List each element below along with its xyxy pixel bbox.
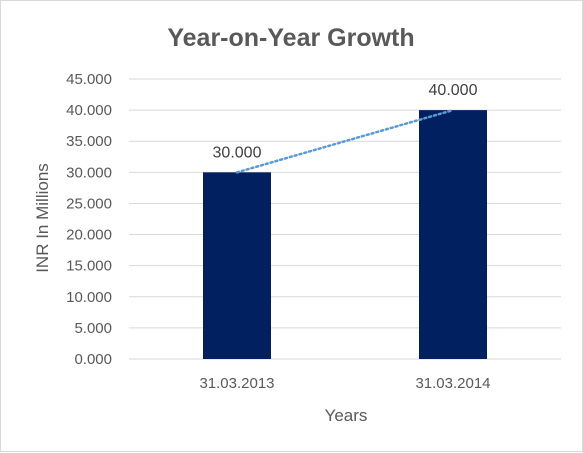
y-tick-label: 45.000 bbox=[66, 71, 112, 88]
y-tick-label: 25.000 bbox=[66, 195, 112, 212]
trendline bbox=[235, 108, 455, 174]
bar bbox=[419, 110, 487, 359]
data-labels: 30.000 40.000 bbox=[213, 82, 478, 161]
y-tick-label: 35.000 bbox=[66, 133, 112, 150]
gridlines bbox=[129, 78, 561, 360]
x-tick-label: 31.03.2013 bbox=[199, 375, 274, 392]
x-axis-ticks: 31.03.2013 31.03.2014 bbox=[199, 375, 490, 392]
x-axis-label: Years bbox=[325, 406, 368, 425]
y-tick-label: 15.000 bbox=[66, 258, 112, 275]
y-tick-label: 20.000 bbox=[66, 227, 112, 244]
y-tick-label: 40.000 bbox=[66, 102, 112, 119]
y-tick-label: 30.000 bbox=[66, 164, 112, 181]
chart-title: Year-on-Year Growth bbox=[167, 24, 414, 52]
bars bbox=[203, 110, 487, 359]
bar bbox=[203, 172, 271, 359]
y-tick-label: 5.000 bbox=[74, 320, 112, 337]
data-label: 40.000 bbox=[429, 82, 478, 99]
y-tick-label: 10.000 bbox=[66, 289, 112, 306]
trendline-layer bbox=[235, 108, 455, 174]
y-tick-label: 0.000 bbox=[74, 351, 112, 368]
y-axis-label: INR In Millions bbox=[33, 163, 52, 273]
data-label: 30.000 bbox=[213, 144, 262, 161]
x-tick-label: 31.03.2014 bbox=[415, 375, 490, 392]
y-axis-ticks: 0.000 5.000 10.000 15.000 20.000 25.000 30.000… bbox=[66, 71, 112, 368]
